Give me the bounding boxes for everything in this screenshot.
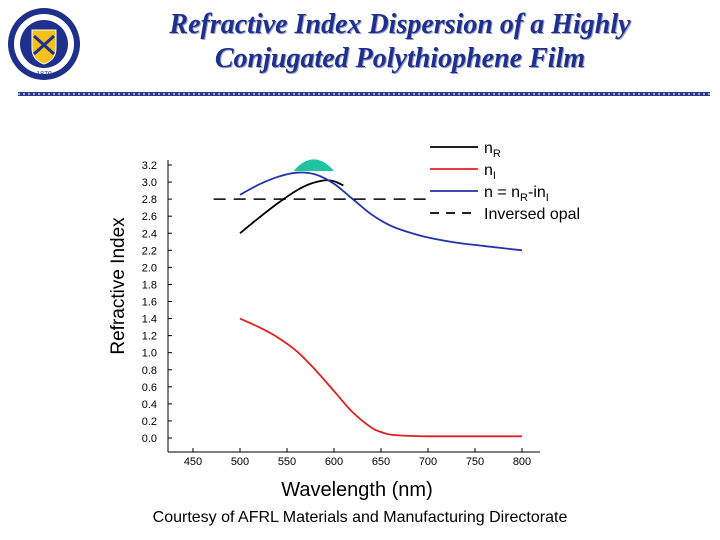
y-tick-label: 1.0 xyxy=(142,348,157,360)
university-seal-logo: 1870 xyxy=(8,8,80,80)
svg-text:Inversed opal: Inversed opal xyxy=(484,206,580,223)
y-tick-label: 0.6 xyxy=(142,382,157,394)
y-tick-label: 2.2 xyxy=(142,245,157,257)
y-tick-label: 1.2 xyxy=(142,331,157,343)
y-tick-label: 3.0 xyxy=(142,177,157,189)
x-tick-label: 750 xyxy=(466,456,484,468)
x-axis-label: Wavelength (nm) xyxy=(281,479,433,501)
legend-item-nR: nR xyxy=(430,140,501,160)
title-divider xyxy=(18,92,710,96)
legend-label-n-sub: R xyxy=(520,192,528,204)
y-tick-label: 2.4 xyxy=(142,228,157,240)
y-tick-label: 0.4 xyxy=(142,399,157,411)
logo-year: 1870 xyxy=(36,71,52,78)
series-line-nI xyxy=(239,317,522,438)
y-tick-label: 1.8 xyxy=(142,279,157,291)
series-line-nR xyxy=(239,179,344,234)
title-line-1: Refractive Index Dispersion of a Highly xyxy=(169,9,631,40)
x-tick-label: 550 xyxy=(278,456,296,468)
legend-label-n-rest: -in xyxy=(528,184,546,201)
y-tick-label: 0.0 xyxy=(142,433,157,445)
title-line-2: Conjugated Polythiophene Film xyxy=(214,43,586,74)
y-tick-label: 0.2 xyxy=(142,416,157,428)
y-tick-label: 2.8 xyxy=(142,194,157,206)
y-tick-label: 3.2 xyxy=(142,160,157,172)
svg-text:n = nR-inI: n = nR-inI xyxy=(484,184,549,204)
legend-label-n-sub2: I xyxy=(546,192,549,204)
x-tick-label: 450 xyxy=(184,456,202,468)
y-tick-label: 1.4 xyxy=(142,314,157,326)
legend: nR nI n = nR-inI Inversed opal xyxy=(430,140,580,223)
credit-footer: Courtesy of AFRL Materials and Manufactu… xyxy=(152,509,568,526)
x-tick-label: 600 xyxy=(325,456,343,468)
y-tick-label: 2.6 xyxy=(142,211,157,223)
x-tick-label: 500 xyxy=(231,456,249,468)
legend-label-nR-base: n xyxy=(484,140,493,157)
legend-item-nI: nI xyxy=(430,162,496,182)
y-tick-label: 2.0 xyxy=(142,262,157,274)
y-axis-label: Refractive Index xyxy=(108,217,129,355)
legend-item-opal: Inversed opal xyxy=(430,206,580,223)
svg-text:nI: nI xyxy=(484,162,496,182)
series-line-n xyxy=(239,171,523,252)
svg-text:nR: nR xyxy=(484,140,501,160)
band-gap-marker xyxy=(293,159,334,171)
legend-item-n: n = nR-inI xyxy=(430,184,549,204)
legend-label-nI-base: n xyxy=(484,162,493,179)
legend-label-opal: Inversed opal xyxy=(484,206,580,223)
legend-label-n-base: n = n xyxy=(484,184,520,201)
legend-label-nI-sub: I xyxy=(493,170,496,182)
x-tick-label: 800 xyxy=(513,456,531,468)
x-tick-label: 700 xyxy=(419,456,437,468)
y-tick-label: 1.6 xyxy=(142,297,157,309)
x-tick-label: 650 xyxy=(372,456,390,468)
y-tick-label: 0.8 xyxy=(142,365,157,377)
slide-title: Refractive Index Dispersion of a Highly … xyxy=(95,8,705,76)
legend-label-nR-sub: R xyxy=(493,148,501,160)
